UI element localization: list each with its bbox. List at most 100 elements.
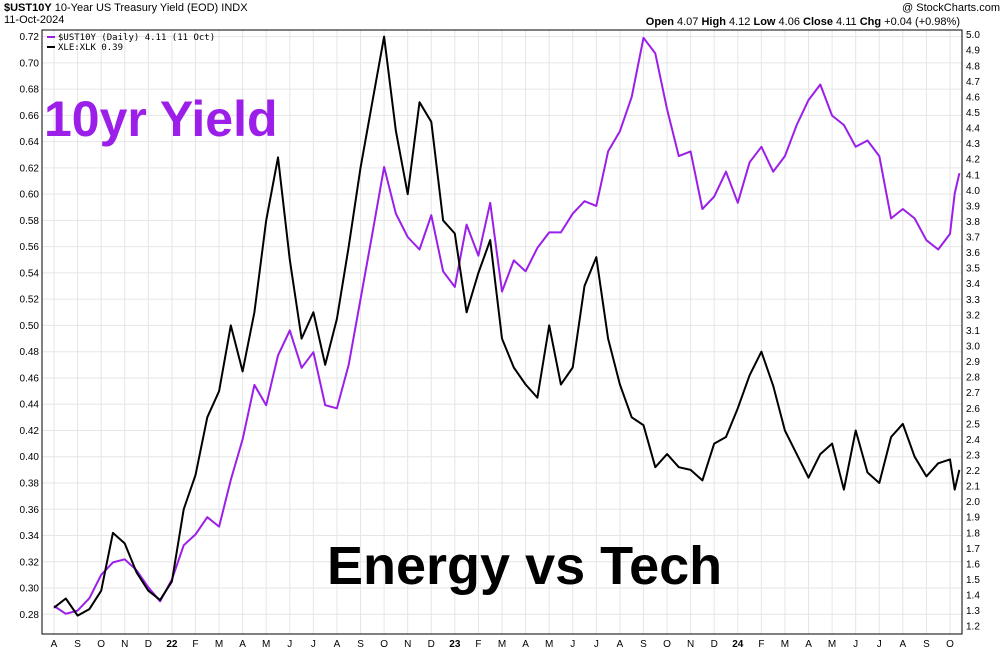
annotation-main: Energy vs Tech bbox=[327, 536, 722, 596]
series-lines bbox=[53, 35, 961, 617]
right-tick-label: 1.5 bbox=[966, 575, 980, 586]
right-tick-label: 1.9 bbox=[966, 513, 980, 524]
x-tick-label: M bbox=[828, 639, 836, 650]
x-tick-label: D bbox=[428, 639, 435, 650]
left-tick-label: 0.48 bbox=[20, 347, 40, 358]
right-tick-label: 2.2 bbox=[966, 466, 980, 477]
right-tick-label: 4.4 bbox=[966, 124, 980, 135]
right-tick-label: 3.1 bbox=[966, 326, 980, 337]
right-tick-label: 2.0 bbox=[966, 497, 980, 508]
left-tick-label: 0.46 bbox=[20, 373, 40, 384]
x-tick-label: F bbox=[192, 639, 198, 650]
right-tick-label: 4.7 bbox=[966, 77, 980, 88]
low-label: Low bbox=[753, 16, 776, 28]
right-tick-label: 2.1 bbox=[966, 482, 980, 493]
x-tick-label: J bbox=[311, 639, 316, 650]
right-tick-label: 3.2 bbox=[966, 310, 980, 321]
quote-bar: Open 4.07 High 4.12 Low 4.06 Close 4.11 … bbox=[646, 16, 960, 28]
x-tick-label: J bbox=[594, 639, 599, 650]
left-tick-label: 0.36 bbox=[20, 505, 40, 516]
credit-text: @ StockCharts.com bbox=[902, 2, 1000, 14]
right-tick-label: 4.2 bbox=[966, 155, 980, 166]
right-tick-label: 3.5 bbox=[966, 264, 980, 275]
x-tick-label: M bbox=[498, 639, 506, 650]
x-tick-label: 23 bbox=[449, 639, 461, 650]
right-tick-label: 2.9 bbox=[966, 357, 980, 368]
x-tick-label: O bbox=[97, 639, 105, 650]
x-tick-label: J bbox=[287, 639, 292, 650]
ticker-symbol: $UST10Y bbox=[4, 2, 52, 14]
left-tick-label: 0.72 bbox=[20, 32, 40, 43]
x-tick-label: N bbox=[121, 639, 128, 650]
open-value: 4.07 bbox=[676, 16, 699, 28]
chg-value: +0.04 (+0.98%) bbox=[884, 16, 960, 28]
x-tick-label: J bbox=[570, 639, 575, 650]
x-tick-label: F bbox=[758, 639, 764, 650]
left-tick-label: 0.42 bbox=[20, 426, 40, 437]
x-tick-label: S bbox=[357, 639, 364, 650]
x-tick-label: 22 bbox=[166, 639, 178, 650]
x-tick-label: D bbox=[145, 639, 152, 650]
right-tick-label: 1.4 bbox=[966, 591, 980, 602]
x-tick-label: A bbox=[239, 639, 246, 650]
close-label: Close bbox=[803, 16, 833, 28]
left-axis: 0.28 0.30 0.32 0.34 0.36 0.38 0.40 0.42 0.44 0.46… bbox=[20, 32, 40, 621]
x-tick-label: N bbox=[687, 639, 694, 650]
x-tick-label: A bbox=[522, 639, 529, 650]
right-tick-label: 3.0 bbox=[966, 342, 980, 353]
right-tick-label: 4.6 bbox=[966, 92, 980, 103]
left-tick-label: 0.70 bbox=[20, 58, 40, 69]
right-tick-label: 2.6 bbox=[966, 404, 980, 415]
right-tick-label: 1.3 bbox=[966, 606, 980, 617]
left-tick-label: 0.38 bbox=[20, 479, 40, 490]
low-value: 4.06 bbox=[778, 16, 800, 28]
grid-lines bbox=[42, 30, 962, 634]
right-tick-label: 3.6 bbox=[966, 248, 980, 259]
right-tick-label: 4.5 bbox=[966, 108, 980, 119]
left-tick-label: 0.68 bbox=[20, 85, 40, 96]
legend-label-ratio: XLE:XLK 0.39 bbox=[58, 43, 123, 53]
right-tick-label: 3.8 bbox=[966, 217, 980, 228]
right-tick-label: 2.8 bbox=[966, 373, 980, 384]
left-tick-label: 0.50 bbox=[20, 321, 40, 332]
right-tick-label: 4.0 bbox=[966, 186, 980, 197]
right-tick-label: 1.2 bbox=[966, 622, 980, 633]
x-axis: A S O N D 22 F M A M J J A S O N D 23 F M A M J J A S O N D 24 F M A M J J A… bbox=[51, 639, 954, 650]
x-tick-label: O bbox=[663, 639, 671, 650]
left-tick-label: 0.58 bbox=[20, 216, 40, 227]
close-value: 4.11 bbox=[836, 16, 857, 28]
left-tick-label: 0.52 bbox=[20, 295, 40, 306]
right-tick-label: 4.9 bbox=[966, 46, 980, 57]
right-tick-label: 2.3 bbox=[966, 450, 980, 461]
x-tick-label: M bbox=[215, 639, 223, 650]
left-tick-label: 0.60 bbox=[20, 190, 40, 201]
right-tick-label: 2.4 bbox=[966, 435, 980, 446]
high-label: High bbox=[701, 16, 726, 28]
x-tick-label: 24 bbox=[732, 639, 744, 650]
right-tick-label: 1.8 bbox=[966, 528, 980, 539]
left-tick-label: 0.28 bbox=[20, 610, 40, 621]
right-tick-label: 2.5 bbox=[966, 419, 980, 430]
x-tick-label: S bbox=[640, 639, 647, 650]
ticker-description: 10-Year US Treasury Yield (EOD) bbox=[54, 2, 219, 14]
series-line-ust10y bbox=[53, 36, 961, 615]
series-line-ratio bbox=[53, 35, 961, 617]
left-tick-label: 0.30 bbox=[20, 584, 40, 595]
legend-label-ust10y: $UST10Y (Daily) 4.11 (11 Oct) bbox=[58, 33, 215, 43]
x-tick-label: A bbox=[805, 639, 812, 650]
x-tick-label: J bbox=[853, 639, 858, 650]
left-tick-label: 0.64 bbox=[20, 137, 40, 148]
x-tick-label: J bbox=[877, 639, 882, 650]
right-tick-label: 3.9 bbox=[966, 201, 980, 212]
open-label: Open bbox=[645, 16, 674, 28]
x-tick-label: O bbox=[380, 639, 388, 650]
left-tick-label: 0.40 bbox=[20, 452, 40, 463]
x-tick-label: A bbox=[617, 639, 624, 650]
right-axis: 1.2 1.3 1.4 1.5 1.6 1.7 1.8 1.9 2.0 2.1 2.2 2.3 2.4 2… bbox=[966, 30, 980, 633]
left-tick-label: 0.44 bbox=[20, 400, 40, 411]
right-tick-label: 1.7 bbox=[966, 544, 980, 555]
right-tick-label: 1.6 bbox=[966, 559, 980, 570]
chart-date: 11-Oct-2024 bbox=[4, 14, 65, 26]
x-tick-label: A bbox=[51, 639, 58, 650]
